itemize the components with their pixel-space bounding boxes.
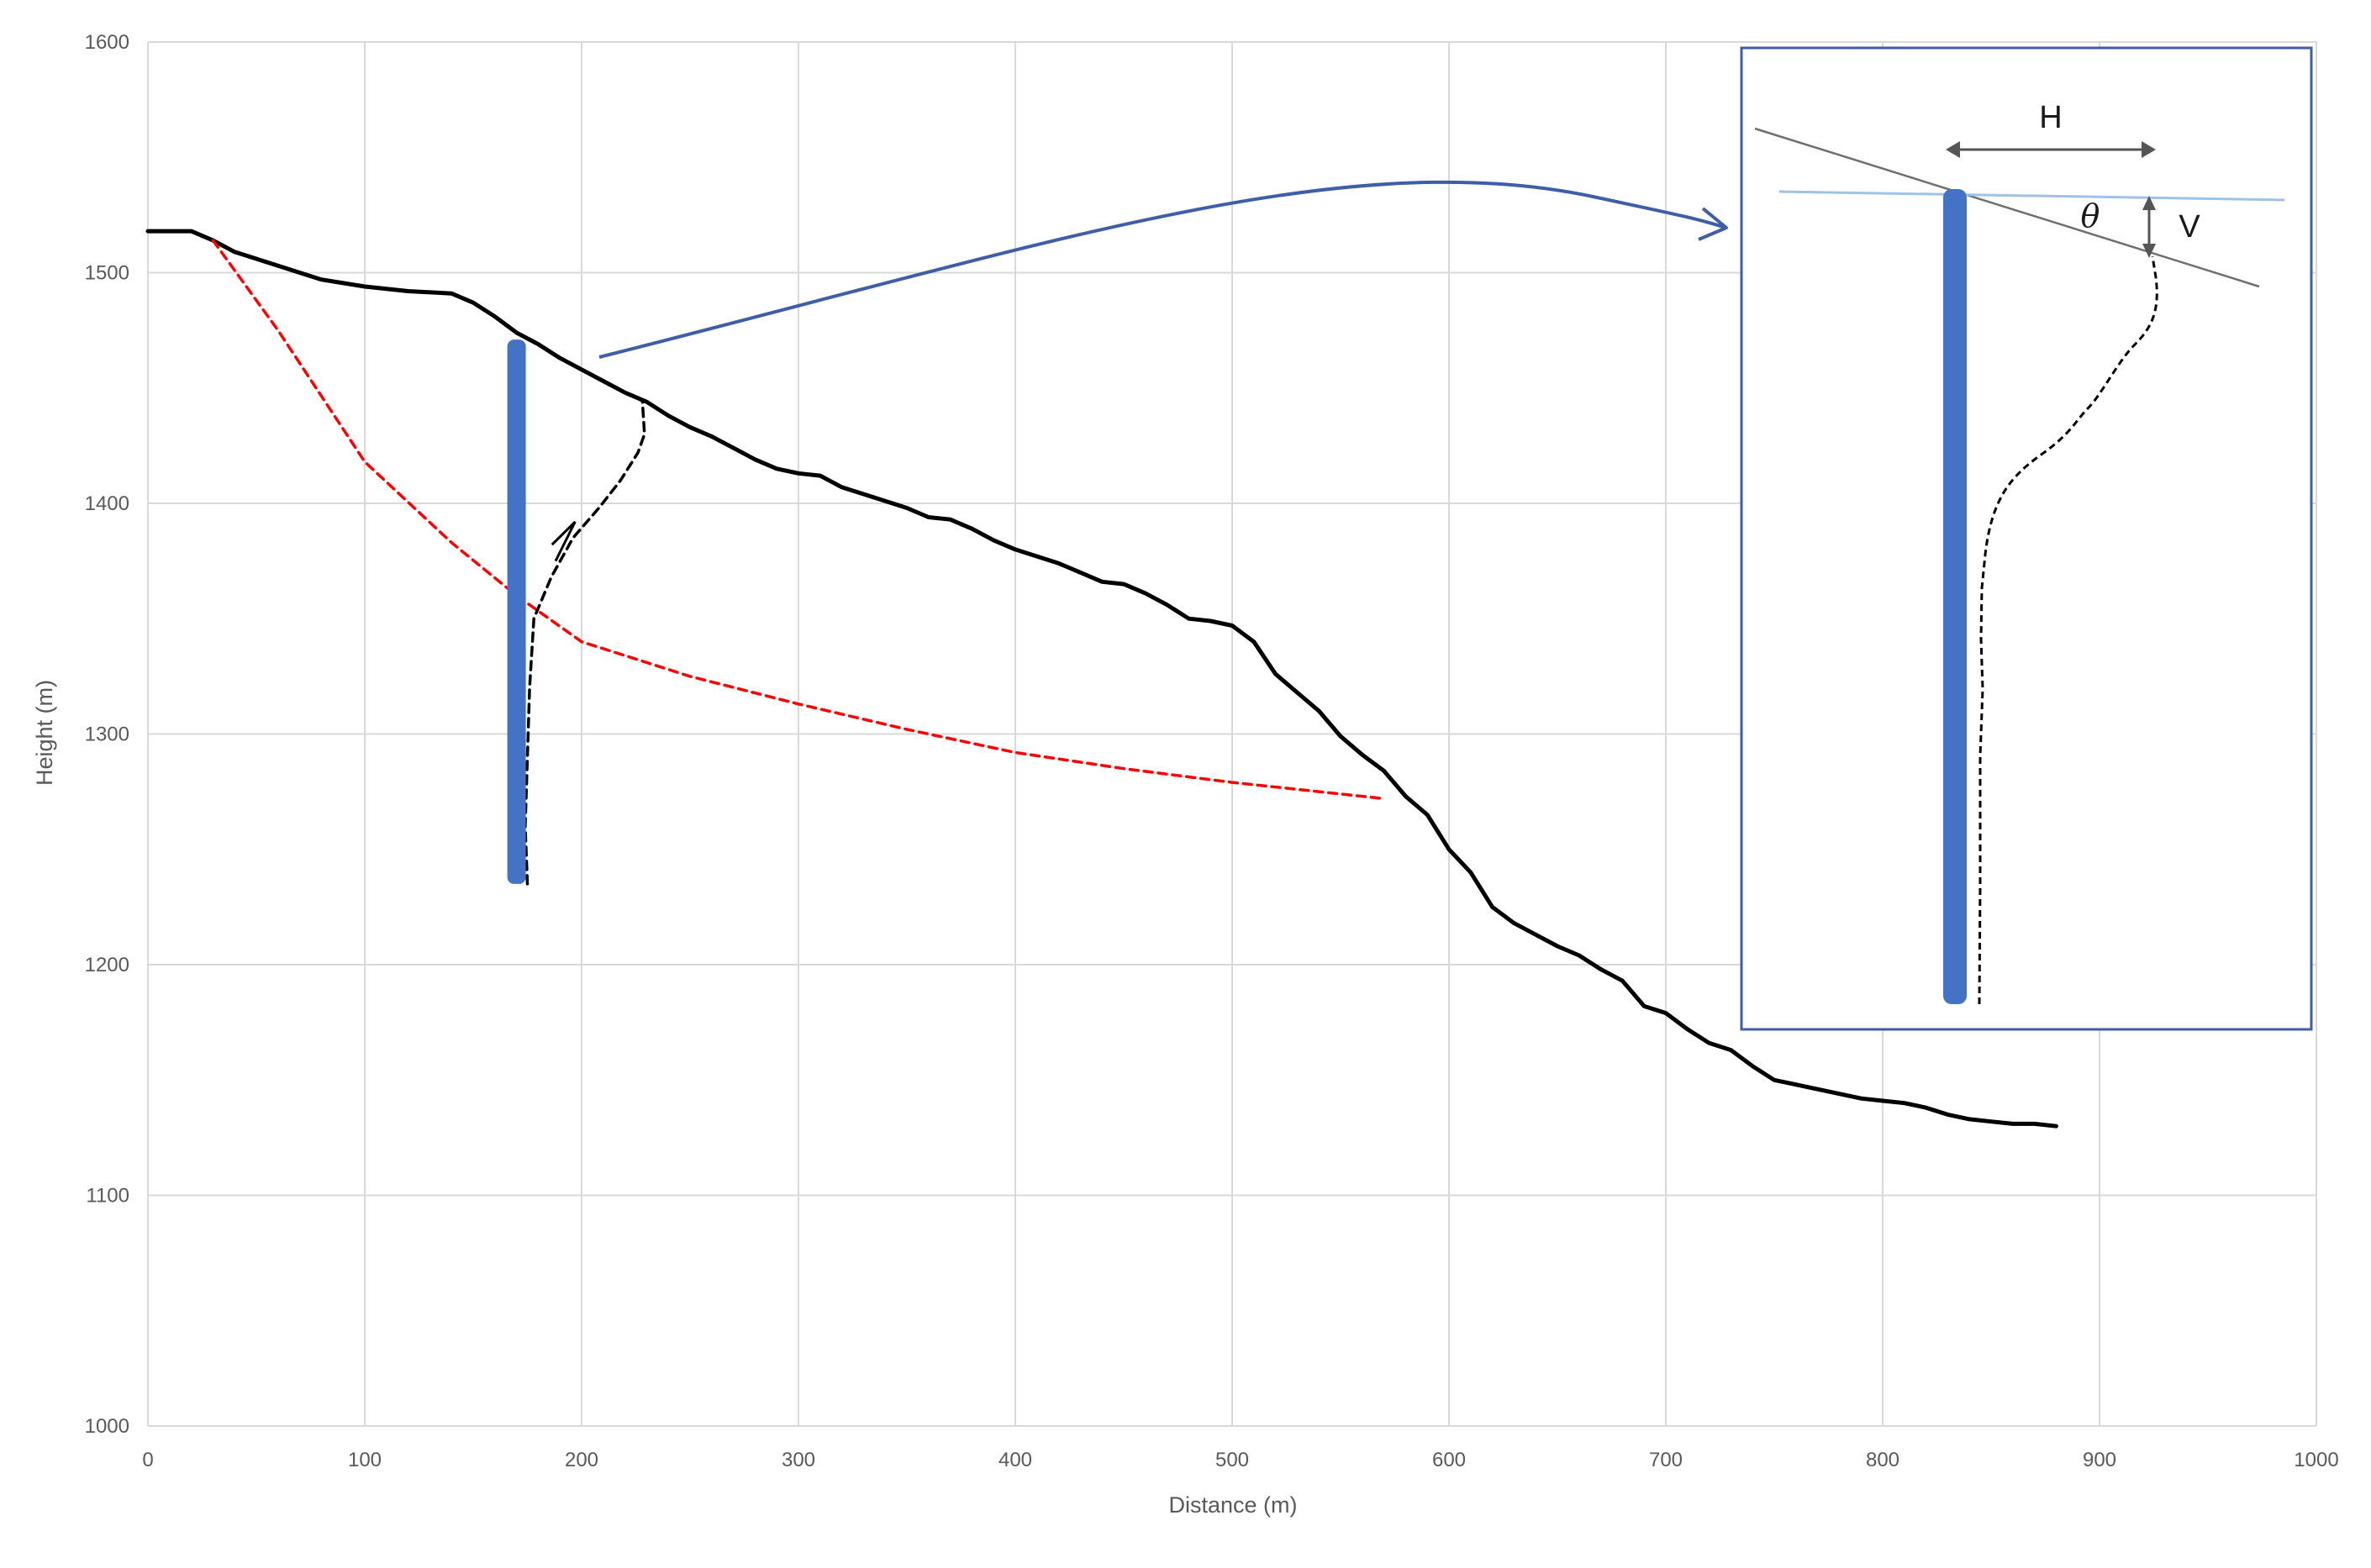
failure-surface-line bbox=[211, 239, 1386, 801]
y-tick-label: 1400 bbox=[85, 492, 129, 515]
x-tick-label: 600 bbox=[1432, 1449, 1466, 1471]
markers bbox=[507, 339, 526, 884]
inset-label-h: H bbox=[2039, 100, 2062, 135]
x-tick-label: 100 bbox=[348, 1449, 382, 1471]
inset-horizontal-line bbox=[1778, 190, 2285, 202]
x-tick-label: 0 bbox=[142, 1449, 153, 1471]
y-tick-label: 1000 bbox=[85, 1415, 129, 1438]
y-tick-label: 1200 bbox=[85, 954, 129, 976]
inset-borehole bbox=[1943, 189, 1967, 1004]
y-axis-ticks: 1000 1100 1200 1300 1400 1500 1600 bbox=[85, 31, 129, 1438]
pointer-arrowhead bbox=[1698, 207, 1728, 241]
series bbox=[145, 229, 2058, 1129]
deflection-arrowhead bbox=[551, 520, 577, 562]
inset-v-arrowhead-bottom bbox=[2142, 244, 2156, 258]
x-tick-label: 300 bbox=[782, 1449, 815, 1471]
terrain-profile-line bbox=[145, 229, 2058, 1129]
y-tick-label: 1100 bbox=[86, 1185, 129, 1208]
y-tick-label: 1600 bbox=[85, 31, 129, 54]
y-tick-label: 1500 bbox=[85, 262, 129, 285]
inset-frame bbox=[1740, 46, 2313, 1031]
x-tick-label: 1000 bbox=[2294, 1449, 2338, 1471]
x-axis-title: Distance (m) bbox=[1168, 1492, 1297, 1518]
borehole-marker bbox=[507, 339, 526, 884]
inset-surface-line bbox=[1754, 127, 2260, 288]
x-tick-label: 800 bbox=[1866, 1449, 1899, 1471]
inset-h-arrowhead-right bbox=[2142, 141, 2156, 158]
x-tick-label: 700 bbox=[1649, 1449, 1683, 1471]
annotations: H Vθ bbox=[598, 46, 2313, 1031]
x-tick-label: 500 bbox=[1215, 1449, 1249, 1471]
inset-v-arrowhead-top bbox=[2142, 196, 2156, 210]
inset-label-theta: θ bbox=[2081, 197, 2100, 234]
y-axis-title: Height (m) bbox=[32, 680, 57, 786]
inset-h-arrowhead-left bbox=[1946, 141, 1960, 158]
borehole-deflection-line bbox=[524, 397, 646, 886]
pointer-arrow bbox=[598, 180, 1724, 359]
x-tick-label: 900 bbox=[2083, 1449, 2116, 1471]
y-tick-label: 1300 bbox=[85, 723, 129, 746]
x-axis-ticks: 0 100 200 300 400 500 600 700 800 900 1000 bbox=[142, 1449, 2338, 1471]
x-tick-label: 400 bbox=[998, 1449, 1032, 1471]
x-tick-label: 200 bbox=[565, 1449, 598, 1471]
inset-label-v: V bbox=[2179, 209, 2200, 245]
